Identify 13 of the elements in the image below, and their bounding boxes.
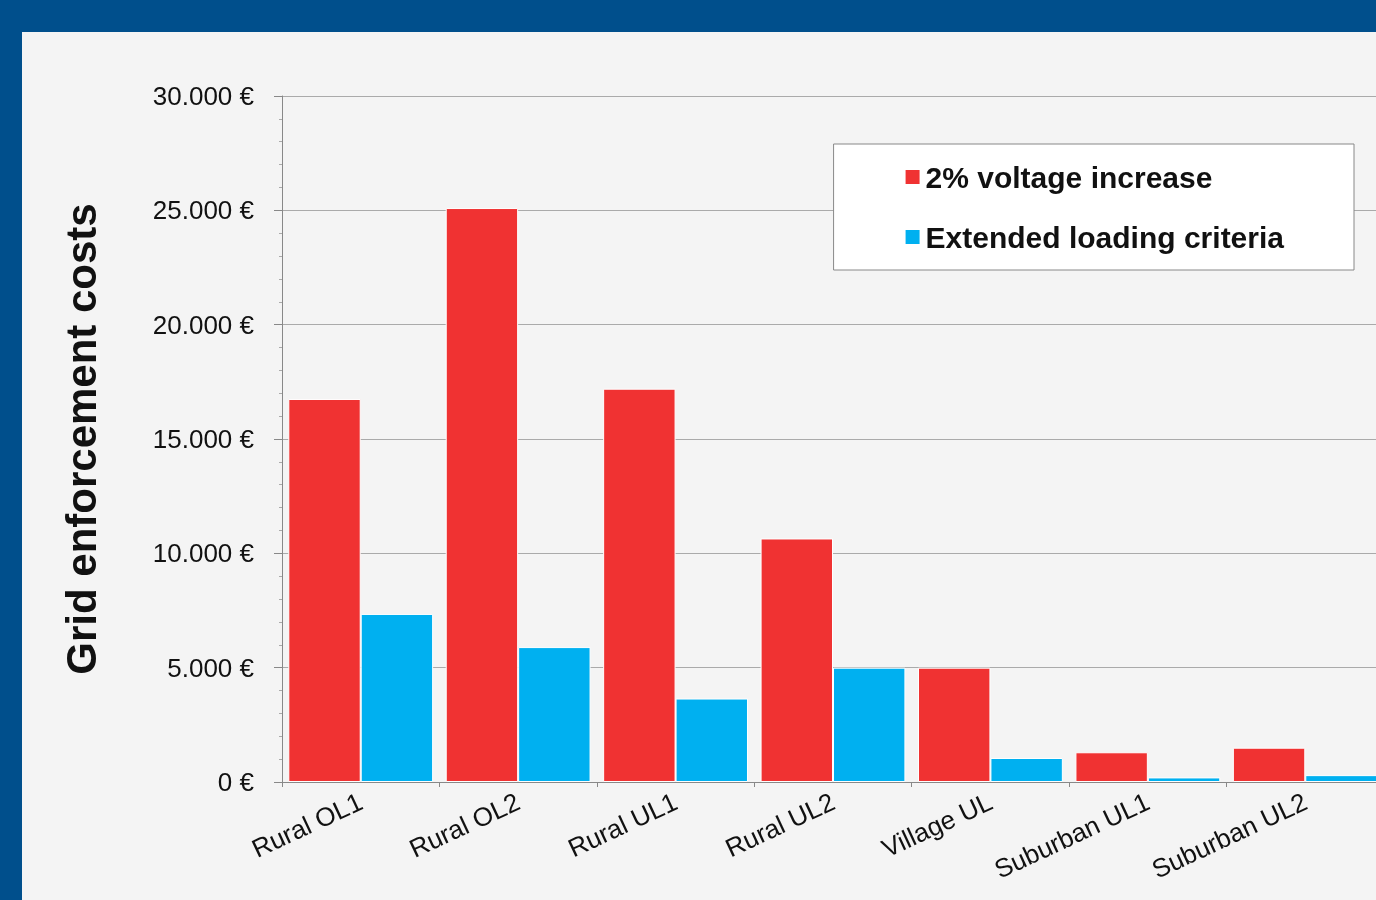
y-tick-label: 30.000 €: [152, 81, 255, 111]
y-tick-label: 5.000 €: [167, 652, 255, 683]
legend-label: 2% voltage increase: [925, 160, 1213, 194]
x-tick-label: Rural OL2: [404, 786, 525, 864]
y-tick-label: 0 €: [217, 767, 255, 797]
y-axis-title: Grid enforcement costs: [57, 203, 105, 675]
y-tick-label: 10.000 €: [152, 538, 255, 569]
legend-label: Extended loading criteria: [925, 220, 1285, 254]
x-tick-label: Rural UL1: [563, 786, 682, 864]
y-tick-label: 20.000 €: [152, 309, 255, 340]
y-tick-label: 15.000 €: [152, 424, 255, 454]
y-tick-label: 25.000 €: [152, 195, 255, 226]
x-tick-label: Rural UL2: [720, 786, 840, 864]
